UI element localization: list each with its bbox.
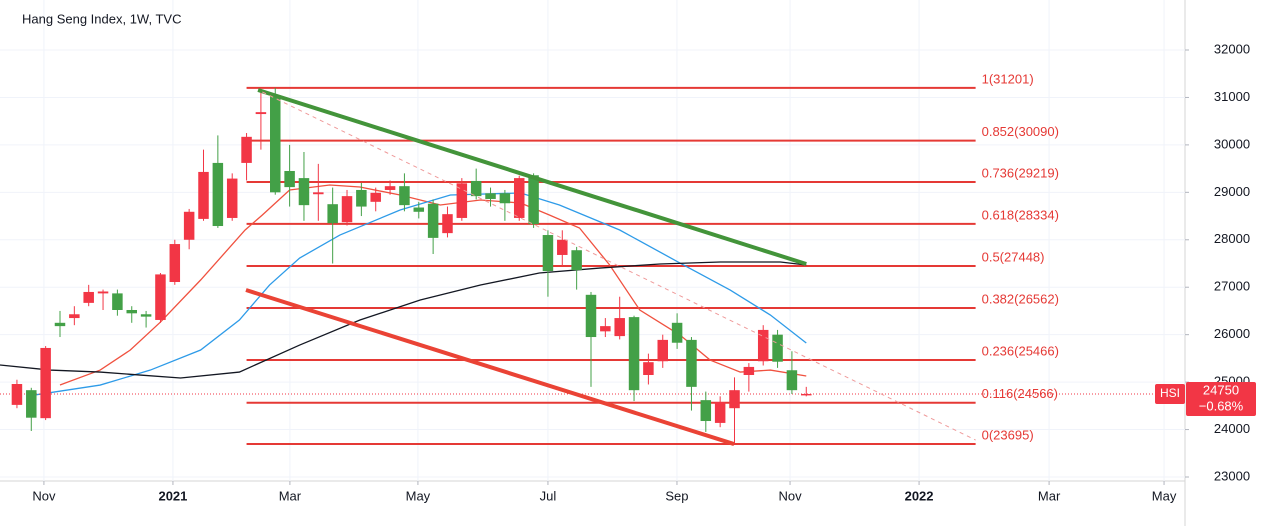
x-tick-label: Mar (1038, 488, 1061, 503)
candle-body (427, 203, 439, 238)
x-tick-label: Mar (279, 488, 302, 503)
y-tick-label: 32000 (1214, 41, 1250, 56)
candle-body (241, 136, 252, 163)
symbol-tag (1155, 383, 1185, 404)
candle-body (40, 347, 51, 419)
fib-label: 0.116(24566) (982, 386, 1058, 401)
candle-body (729, 390, 740, 409)
x-tick-label: May (1152, 488, 1177, 503)
candle-body (298, 178, 310, 206)
plot (0, 86, 1185, 446)
fib-label: 0.5(27448) (982, 249, 1045, 264)
x-tick-label: 2021 (158, 488, 187, 503)
candle-body (155, 274, 166, 320)
candle-body (757, 329, 769, 362)
y-tick-label: 30000 (1214, 136, 1250, 151)
candle-body (657, 339, 669, 362)
candle-body (470, 180, 482, 197)
candle-body (743, 366, 755, 375)
x-tick-label: Nov (32, 488, 56, 503)
candle-body (356, 189, 367, 207)
candle-body (557, 239, 568, 255)
candle-body (643, 362, 654, 375)
fib-label: 0.236(25466) (982, 343, 1059, 358)
candle-body (11, 384, 23, 405)
candle-body (341, 196, 353, 223)
candle-body (499, 193, 511, 204)
candle-body (571, 250, 582, 271)
candle-body (69, 314, 80, 319)
candle-body (772, 334, 783, 362)
candle-body (183, 211, 195, 240)
candle-body (614, 318, 625, 337)
candle-body (528, 175, 539, 225)
price-tag (1186, 381, 1256, 416)
candle-body (284, 170, 295, 188)
candle-body (112, 293, 123, 310)
x-tick-label: May (406, 488, 431, 503)
candle-body (413, 207, 425, 212)
candle-body (442, 214, 453, 234)
y-tick-label: 28000 (1214, 231, 1250, 246)
fib-label: 0.852(30090) (982, 124, 1059, 139)
candle-body (370, 192, 381, 202)
fib-label: 0.736(29219) (982, 165, 1059, 180)
x-tick-label: Sep (665, 488, 688, 503)
trend-line (245, 288, 735, 446)
candle-body (485, 193, 496, 199)
x-tick-label: Nov (778, 488, 802, 503)
candle-body (126, 309, 137, 314)
candle-body (327, 204, 338, 224)
y-tick-label: 26000 (1214, 326, 1250, 341)
symbol-label: HSI (1160, 386, 1180, 400)
candle-body (456, 183, 468, 218)
candle-body (83, 291, 94, 303)
candle-body (198, 171, 209, 219)
y-tick-label: 27000 (1214, 279, 1250, 294)
y-tick-label: 24000 (1214, 421, 1250, 436)
y-tick-label: 31000 (1214, 89, 1250, 104)
fib-label: 0.618(28334) (982, 207, 1059, 222)
candle-body (313, 192, 324, 195)
moving-average (0, 261, 807, 379)
candle-body (628, 317, 640, 391)
x-tick-label: 2022 (905, 488, 934, 503)
last-price-label: 24750 (1203, 382, 1239, 397)
candle-body (513, 178, 525, 218)
candle-body (97, 291, 109, 294)
candle-body (700, 400, 712, 422)
candle-body (255, 112, 267, 115)
candle-body (54, 322, 66, 327)
fib-label: 0.382(26562) (982, 291, 1059, 306)
candle-body (226, 178, 238, 218)
candle-body (686, 339, 697, 387)
moving-average (34, 192, 807, 396)
y-tick-label: 23000 (1214, 468, 1250, 483)
candle-body (270, 95, 281, 193)
y-tick-label: 29000 (1214, 184, 1250, 199)
fib-label: 1(31201) (982, 71, 1034, 86)
candle-body (26, 390, 37, 418)
candle-body (585, 294, 597, 338)
change-label: −0.68% (1199, 398, 1244, 413)
candle-body (384, 186, 396, 190)
candle-body (714, 402, 726, 423)
candle-body (671, 322, 683, 343)
candle-body (786, 370, 798, 391)
candle-body (801, 393, 812, 396)
chart-title: Hang Seng Index, 1W, TVC (22, 11, 181, 26)
candle-body (169, 244, 181, 283)
candle-body (399, 186, 410, 206)
candle-body (600, 326, 611, 332)
x-tick-label: Jul (540, 488, 557, 503)
candle-body (542, 235, 554, 272)
trend-line (257, 88, 807, 266)
candle-body (212, 162, 224, 227)
candle-body (140, 314, 152, 317)
fib-label: 0(23695) (982, 427, 1034, 442)
